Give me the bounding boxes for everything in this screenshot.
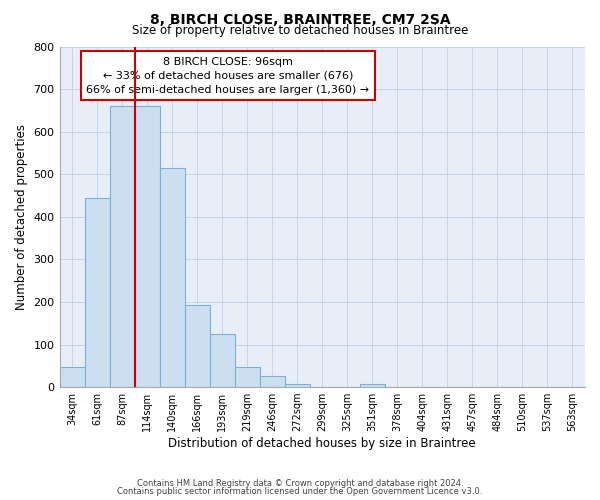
X-axis label: Distribution of detached houses by size in Braintree: Distribution of detached houses by size … — [169, 437, 476, 450]
Bar — [59, 366, 85, 387]
Text: Size of property relative to detached houses in Braintree: Size of property relative to detached ho… — [132, 24, 468, 37]
Text: 8, BIRCH CLOSE, BRAINTREE, CM7 2SA: 8, BIRCH CLOSE, BRAINTREE, CM7 2SA — [149, 12, 451, 26]
Bar — [360, 384, 385, 387]
Text: Contains HM Land Registry data © Crown copyright and database right 2024.: Contains HM Land Registry data © Crown c… — [137, 478, 463, 488]
Bar — [160, 168, 185, 387]
Text: Contains public sector information licensed under the Open Government Licence v3: Contains public sector information licen… — [118, 487, 482, 496]
Bar — [110, 106, 134, 387]
Bar — [85, 198, 110, 387]
Y-axis label: Number of detached properties: Number of detached properties — [15, 124, 28, 310]
Bar — [185, 305, 209, 387]
Bar — [134, 106, 160, 387]
Bar — [260, 376, 285, 387]
Bar — [235, 366, 260, 387]
Text: 8 BIRCH CLOSE: 96sqm
← 33% of detached houses are smaller (676)
66% of semi-deta: 8 BIRCH CLOSE: 96sqm ← 33% of detached h… — [86, 56, 369, 94]
Bar — [209, 334, 235, 387]
Bar — [285, 384, 310, 387]
